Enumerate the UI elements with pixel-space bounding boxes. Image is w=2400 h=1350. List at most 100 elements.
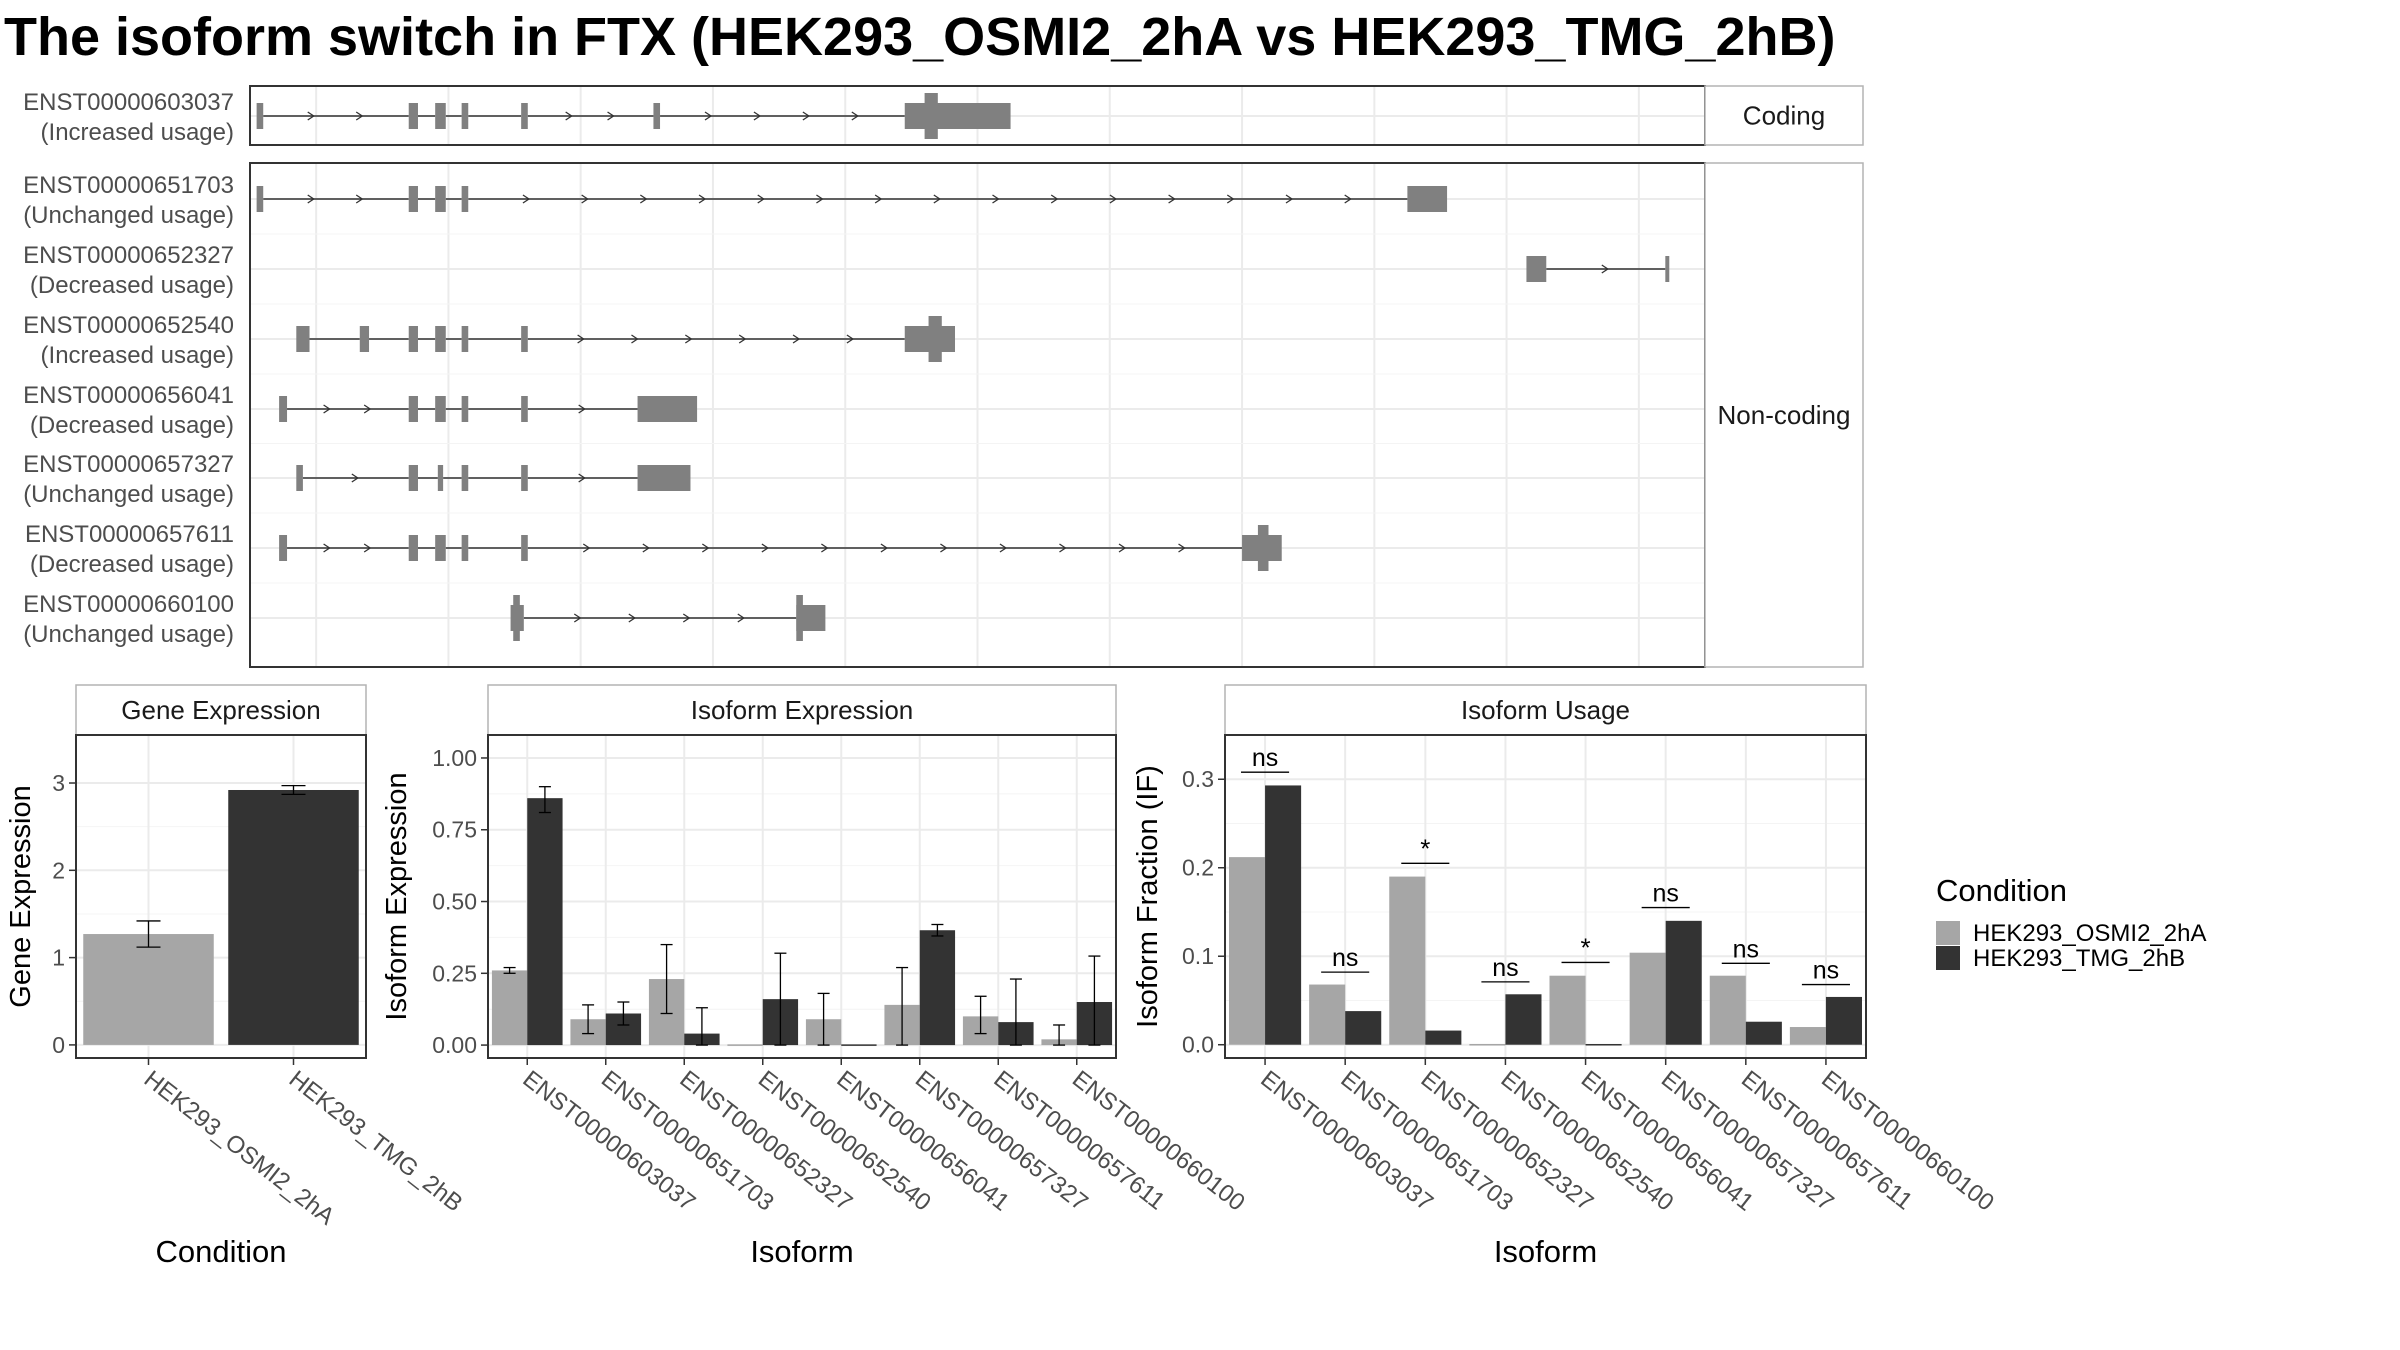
strand-arrow	[1118, 543, 1127, 553]
x-axis-title: Condition	[156, 1234, 287, 1269]
transcript-id-label: ENST00000656041	[23, 382, 234, 409]
exon-block	[408, 535, 418, 561]
exon-block	[637, 465, 691, 491]
exon-block	[437, 465, 444, 491]
strand-arrow	[363, 404, 372, 414]
strand-arrow	[355, 111, 364, 121]
strand-arrow	[999, 543, 1008, 553]
transcript-id-label: ENST00000652327	[23, 242, 234, 269]
y-tick-label: 2	[52, 857, 65, 883]
figure-title: The isoform switch in FTX (HEK293_OSMI2_…	[4, 7, 1836, 67]
strand-arrow	[933, 194, 941, 204]
exon-block	[279, 535, 288, 561]
bar	[1229, 857, 1266, 1045]
strand-arrow	[522, 194, 531, 204]
strand-arrow	[577, 334, 585, 344]
strand-arrow	[307, 194, 315, 204]
y-axis-title: Isoform Fraction (IF)	[1132, 765, 1164, 1028]
legend-title: Condition	[1936, 873, 2067, 908]
bar	[1789, 1027, 1826, 1045]
bar	[1389, 876, 1426, 1045]
legend-entry-label: HEK293_OSMI2_2hA	[1973, 920, 2206, 947]
exon-block	[521, 535, 528, 561]
isoform-usage-panel: Isoform Usagensns*ns*nsnsns0.00.10.20.3E…	[1132, 684, 1999, 1269]
strand-arrow	[684, 334, 693, 344]
strand-arrow	[578, 473, 586, 483]
y-tick-label: 0.75	[432, 817, 477, 843]
bar	[1629, 952, 1666, 1045]
facet-strip	[1704, 162, 1864, 668]
strand-arrow	[573, 613, 582, 623]
significance-label: ns	[1652, 880, 1678, 908]
strand-arrow	[753, 111, 762, 121]
strand-arrow	[642, 543, 650, 553]
exon-block	[637, 396, 698, 422]
strand-arrow	[1109, 194, 1118, 204]
strand-arrow	[880, 543, 889, 553]
strand-arrow	[816, 194, 824, 204]
bar	[1309, 984, 1346, 1045]
strand-arrow	[1050, 194, 1059, 204]
y-tick-label: 0	[52, 1032, 65, 1058]
strand-arrow	[737, 613, 745, 623]
exon-block	[521, 465, 528, 491]
bar	[1505, 994, 1542, 1045]
panel-bg	[488, 735, 1116, 1058]
strand-arrow	[581, 194, 589, 204]
significance-label: ns	[1733, 935, 1759, 963]
transcript-usage-label: (Decreased usage)	[30, 412, 234, 439]
exon-block	[461, 465, 469, 491]
significance-label: ns	[1492, 954, 1518, 982]
y-tick-label: 0.25	[432, 960, 477, 986]
isoform-expression-panel: Isoform Expression0.000.250.500.751.00EN…	[381, 684, 1250, 1269]
bar	[491, 970, 528, 1046]
exon-block	[521, 396, 528, 422]
transcript-usage-label: (Unchanged usage)	[23, 481, 234, 508]
strand-arrow	[578, 404, 586, 414]
exon-block	[435, 326, 446, 352]
exon-block	[1665, 256, 1670, 282]
y-axis-title: Gene Expression	[5, 785, 37, 1007]
bar	[1425, 1030, 1462, 1045]
transcript-structure-panel: Coding Non-coding ENST00000603037 (Increase…	[23, 85, 1864, 668]
bar	[1745, 1021, 1782, 1045]
y-tick-label: 0.3	[1182, 766, 1214, 792]
cds-block	[924, 93, 938, 139]
legend-swatch	[1936, 946, 1960, 970]
strand-arrow	[704, 111, 713, 121]
strand-arrow	[792, 334, 801, 344]
strand-arrow	[682, 613, 691, 623]
bar	[83, 934, 214, 1045]
panel-strip	[1224, 684, 1867, 736]
strand-arrow	[738, 334, 747, 344]
strand-arrow	[701, 543, 710, 553]
strand-arrow	[351, 473, 359, 483]
strand-arrow	[1344, 194, 1352, 204]
strand-arrow	[1168, 194, 1176, 204]
panel-title: Isoform Usage	[1461, 695, 1630, 725]
transcript-usage-label: (Increased usage)	[41, 119, 234, 146]
y-tick-label: 0.0	[1182, 1032, 1214, 1058]
exon-block	[435, 103, 446, 129]
y-tick-label: 0.1	[1182, 943, 1214, 969]
transcript-id-label: ENST00000660100	[23, 591, 234, 618]
facet-strip	[1704, 85, 1864, 146]
x-axis-title: Isoform	[750, 1234, 853, 1269]
exon-block	[461, 396, 469, 422]
strand-arrow	[363, 543, 372, 553]
exon-block	[1526, 256, 1547, 282]
significance-label: *	[1581, 932, 1591, 962]
exon-block	[461, 186, 469, 212]
cds-block	[928, 316, 942, 362]
strand-arrow	[761, 543, 770, 553]
y-tick-label: 3	[52, 770, 65, 796]
strand-arrow	[607, 111, 615, 121]
significance-label: ns	[1252, 744, 1278, 772]
strand-arrow	[355, 194, 364, 204]
exon-block	[296, 326, 310, 352]
strand-arrow	[802, 111, 811, 121]
exon-block	[521, 103, 528, 129]
strand-arrow	[698, 194, 707, 204]
strand-arrow	[851, 111, 859, 121]
bar	[919, 930, 956, 1046]
